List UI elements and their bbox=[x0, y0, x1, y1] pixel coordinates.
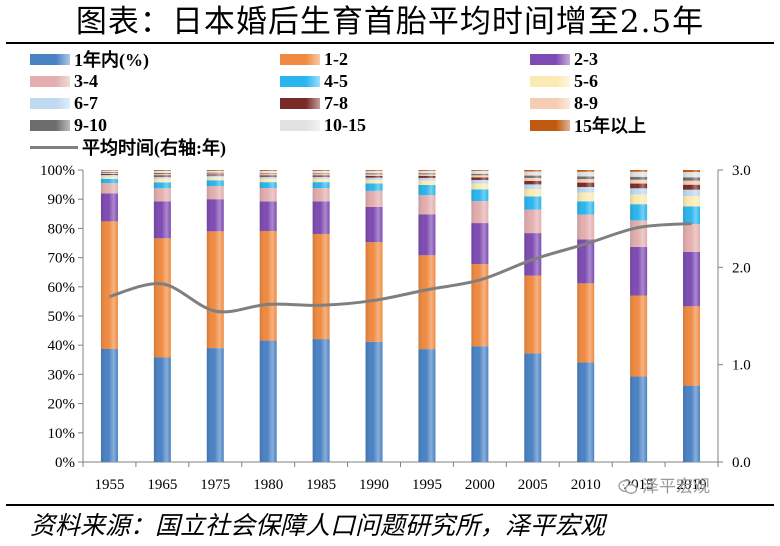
bar-shine bbox=[153, 170, 171, 462]
legend-item-11: 10-15 bbox=[280, 114, 366, 136]
footer-divider bbox=[6, 504, 774, 506]
wechat-icon bbox=[618, 479, 638, 494]
x-tick-label: 1985 bbox=[306, 477, 336, 493]
bar-shine bbox=[524, 170, 542, 462]
legend-label: 9-10 bbox=[74, 114, 107, 135]
legend-label: 7-8 bbox=[324, 92, 348, 113]
y-tick-label: 80% bbox=[48, 221, 76, 237]
y-tick-label: 90% bbox=[48, 192, 76, 208]
legend-item-3: 2-3 bbox=[530, 48, 598, 70]
title-divider bbox=[6, 42, 774, 44]
y2-tick-label: 2.0 bbox=[732, 260, 751, 276]
legend-swatch bbox=[30, 53, 70, 65]
bar-shine bbox=[683, 170, 701, 462]
legend-label: 10-15 bbox=[324, 114, 366, 135]
legend-label: 8-9 bbox=[574, 92, 598, 113]
y2-tick-label: 0.0 bbox=[732, 455, 751, 471]
bar-shine bbox=[259, 170, 277, 462]
legend-item-7: 6-7 bbox=[30, 92, 98, 114]
legend-swatch bbox=[280, 53, 320, 65]
y2-tick-label: 1.0 bbox=[732, 358, 751, 374]
watermark-text: 泽平宏观 bbox=[642, 477, 710, 497]
legend-item-4: 3-4 bbox=[30, 70, 98, 92]
bar-shine bbox=[365, 170, 383, 462]
y-tick-label: 30% bbox=[48, 367, 76, 383]
x-tick-label: 1980 bbox=[253, 477, 283, 493]
legend-label: 15年以上 bbox=[574, 116, 646, 136]
legend-label: 4-5 bbox=[324, 70, 348, 91]
legend-label: 6-7 bbox=[74, 92, 98, 113]
x-tick-label: 2005 bbox=[518, 477, 548, 493]
y-tick-label: 40% bbox=[48, 338, 76, 354]
legend-swatch bbox=[30, 97, 70, 109]
y-tick-label: 100% bbox=[40, 163, 75, 179]
x-tick-label: 1975 bbox=[200, 477, 230, 493]
source-note: 资料来源：国立社会保障人口问题研究所，泽平宏观 bbox=[30, 511, 606, 540]
y-tick-label: 70% bbox=[48, 251, 76, 267]
legend-swatch bbox=[30, 119, 70, 131]
legend-item-8: 7-8 bbox=[280, 92, 348, 114]
legend-item-1: 1年内(%) bbox=[30, 48, 149, 70]
chart-legend: 1年内(%) 1-2 2-3 3-4 4-5 5-6 6-7 7-8 8-9 9-10 10-15 1… bbox=[0, 48, 780, 166]
watermark: 泽平宏观 bbox=[618, 474, 710, 500]
legend-item-12: 15年以上 bbox=[530, 114, 646, 136]
bar-shine bbox=[418, 170, 436, 462]
legend-label: 1年内(%) bbox=[74, 50, 149, 70]
bar-shine bbox=[471, 170, 489, 462]
legend-item-9: 8-9 bbox=[530, 92, 598, 114]
y-tick-label: 10% bbox=[48, 426, 76, 442]
y-tick-label: 20% bbox=[48, 397, 76, 413]
legend-swatch bbox=[280, 75, 320, 87]
x-tick-label: 2010 bbox=[571, 477, 601, 493]
legend-swatch bbox=[530, 75, 570, 87]
legend-label: 平均时间(右轴:年) bbox=[82, 138, 226, 158]
bar-shine bbox=[312, 170, 330, 462]
x-tick-label: 1990 bbox=[359, 477, 389, 493]
chart-title: 图表：日本婚后生育首胎平均时间增至2.5年 bbox=[75, 4, 705, 40]
y2-tick-label: 3.0 bbox=[732, 163, 751, 179]
legend-item-10: 9-10 bbox=[30, 114, 107, 136]
average-time-line bbox=[109, 222, 692, 314]
bar-shine bbox=[206, 170, 224, 462]
x-tick-label: 1995 bbox=[412, 477, 442, 493]
bar-shine bbox=[630, 170, 648, 462]
bar-shine bbox=[100, 170, 118, 462]
legend-swatch bbox=[530, 53, 570, 65]
y-tick-label: 0% bbox=[55, 455, 75, 471]
legend-label: 5-6 bbox=[574, 70, 598, 91]
x-tick-label: 1965 bbox=[147, 477, 177, 493]
x-tick-label: 1955 bbox=[94, 477, 124, 493]
legend-swatch bbox=[530, 119, 570, 131]
legend-line-swatch bbox=[30, 145, 78, 149]
y-tick-label: 60% bbox=[48, 280, 76, 296]
legend-item-line: 平均时间(右轴:年) bbox=[30, 136, 226, 158]
legend-item-2: 1-2 bbox=[280, 48, 348, 70]
y-tick-label: 50% bbox=[48, 309, 76, 325]
legend-item-5: 4-5 bbox=[280, 70, 348, 92]
legend-swatch bbox=[280, 97, 320, 109]
x-tick-label: 2000 bbox=[465, 477, 495, 493]
legend-swatch bbox=[280, 119, 320, 131]
legend-swatch bbox=[30, 75, 70, 87]
legend-label: 3-4 bbox=[74, 70, 98, 91]
legend-swatch bbox=[530, 97, 570, 109]
bar-shine bbox=[577, 170, 595, 462]
legend-label: 1-2 bbox=[324, 48, 348, 69]
legend-label: 2-3 bbox=[574, 48, 598, 69]
legend-item-6: 5-6 bbox=[530, 70, 598, 92]
x-tick-label: 2019 bbox=[677, 477, 707, 493]
stacked-bar-chart: 0% 10% 20% 30% 40% 50% 60% 70% 80% 90% 100% 0.0 1.0 2… bbox=[40, 163, 751, 493]
